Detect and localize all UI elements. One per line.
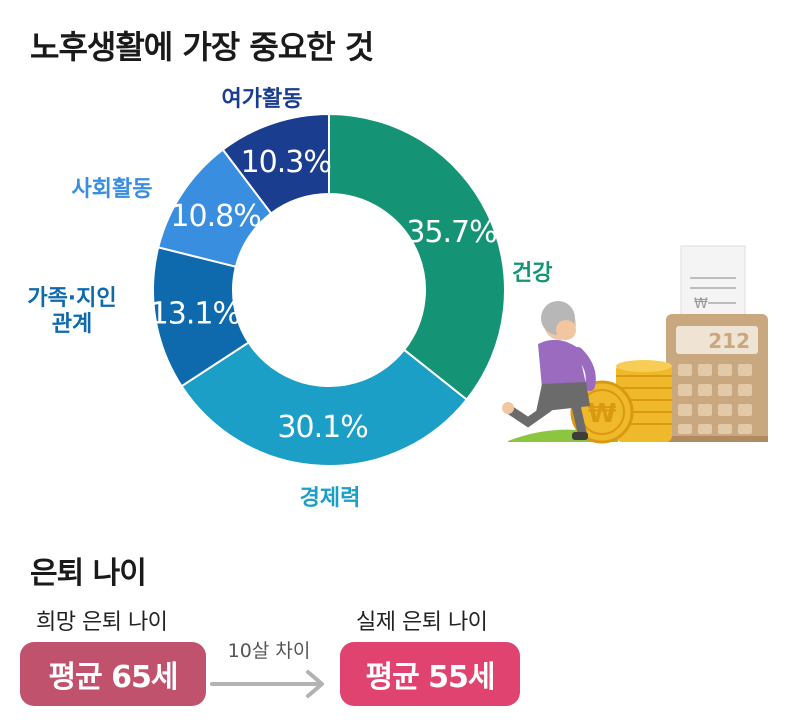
- arrow-right-icon: [210, 670, 324, 698]
- slice-value-label: 10.3%: [241, 145, 331, 180]
- page-title: 노후생활에 가장 중요한 것: [30, 28, 374, 66]
- slice-category-label: 사회활동: [72, 177, 153, 202]
- slice-value-label: 10.8%: [170, 199, 260, 234]
- donut-slice: [328, 112, 506, 402]
- slice-category-label: 여가활동: [222, 87, 303, 112]
- donut-slice: [221, 112, 330, 215]
- receipt-icon: ₩: [680, 245, 746, 327]
- slice-value-label: 13.1%: [150, 297, 240, 332]
- retirement-section-title: 은퇴 나이: [30, 556, 147, 591]
- retirement-illustration: ₩ 212 ₩: [502, 245, 768, 444]
- slice-value-label: 30.1%: [277, 410, 367, 445]
- slice-category-label: 가족·지인 관계: [27, 286, 116, 337]
- coin-currency: ₩: [588, 399, 617, 429]
- slice-category-label: 건강: [512, 261, 552, 286]
- desired-retirement-value: 평균 65세: [20, 642, 206, 706]
- elderly-woman-icon: [502, 301, 596, 440]
- slice-value-label: 35.7%: [406, 215, 496, 250]
- calculator-icon: 212: [666, 314, 768, 442]
- actual-retirement-label: 실제 은퇴 나이: [356, 610, 488, 635]
- receipt-currency: ₩: [694, 296, 708, 312]
- donut-slice: [180, 341, 469, 467]
- actual-retirement-value: 평균 55세: [340, 642, 520, 706]
- slice-category-label: 경제력: [300, 486, 361, 511]
- age-gap-label: 10살 차이: [227, 640, 311, 662]
- calculator-display: 212: [708, 329, 750, 353]
- desired-retirement-label: 희망 은퇴 나이: [36, 610, 168, 635]
